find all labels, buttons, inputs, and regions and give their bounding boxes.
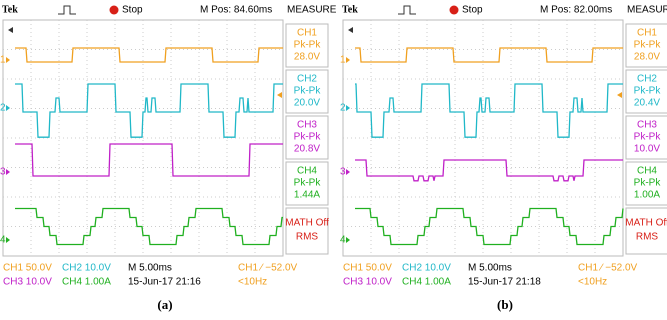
measure-value: 1.00A [634,190,660,201]
math-label: MATH Off [285,218,329,229]
footer: CH3 10.0V [343,277,392,288]
measure-value: 20.4V [634,98,660,109]
brand: Tek [2,4,18,15]
math-type: RMS [636,232,659,243]
measure-type: Pk-Pk [634,40,662,51]
math-type: RMS [296,232,319,243]
measure-value: 1.44A [294,190,320,201]
measure-channel: CH1 [297,28,317,39]
state: Stop [462,5,483,16]
measure-type: Pk-Pk [294,86,322,97]
footer: <10Hz [578,277,607,288]
measure-channel: CH2 [637,74,657,85]
footer: M 5.00ms [468,263,512,274]
measure-value: 28.0V [294,52,320,63]
footer: CH1 50.0V [3,263,52,274]
measure-channel: CH3 [297,120,317,131]
menu: MEASURE [287,5,337,16]
position: M Pos: 82.00ms [540,5,612,16]
footer: CH1 50.0V [343,263,392,274]
footer: M 5.00ms [128,263,172,274]
measure-type: Pk-Pk [294,40,322,51]
channel-marker: 2 [0,103,6,114]
measure-type: Pk-Pk [634,132,662,143]
channel-marker: 3 [0,167,6,178]
measure-channel: CH2 [297,74,317,85]
menu: MEASURE [627,5,667,16]
measure-type: Pk-Pk [294,132,322,143]
math-label: MATH Off [625,218,667,229]
measure-type: Pk-Pk [634,86,662,97]
channel-marker: 4 [0,235,6,246]
measure-channel: CH3 [637,120,657,131]
stop-dot [450,6,459,15]
footer: CH2 10.0V [62,263,111,274]
footer: <10Hz [238,277,267,288]
footer: CH4 1.00A [402,277,451,288]
measure-channel: CH4 [637,166,657,177]
measure-channel: CH1 [637,28,657,39]
measure-type: Pk-Pk [634,178,662,189]
caption: (a) [157,297,172,312]
channel-marker: 1 [340,55,346,66]
channel-marker: 2 [340,103,346,114]
figure: TekStopM Pos: 84.60msMEASURE1234CH1Pk-Pk… [0,0,667,320]
measure-type: Pk-Pk [294,178,322,189]
caption: (b) [497,297,513,312]
measure-channel: CH4 [297,166,317,177]
footer: CH2 10.0V [402,263,451,274]
measure-value: 10.0V [634,144,660,155]
channel-marker: 4 [340,235,346,246]
state: Stop [122,5,143,16]
measure-value: 20.0V [294,98,320,109]
measure-value: 28.0V [634,52,660,63]
position: M Pos: 84.60ms [200,5,272,16]
trigger-icon [58,6,76,14]
footer: CH4 1.00A [62,277,111,288]
footer: CH1 ∕ −52.0V [238,263,298,274]
footer: 15-Jun-17 21:16 [128,277,201,288]
stop-dot [110,6,119,15]
footer: CH3 10.0V [3,277,52,288]
footer: 15-Jun-17 21:18 [468,277,541,288]
channel-marker: 1 [0,55,6,66]
trigger-icon [398,6,416,14]
footer: CH1 ∕ −52.0V [578,263,638,274]
channel-marker: 3 [340,167,346,178]
brand: Tek [342,4,358,15]
measure-value: 20.8V [294,144,320,155]
